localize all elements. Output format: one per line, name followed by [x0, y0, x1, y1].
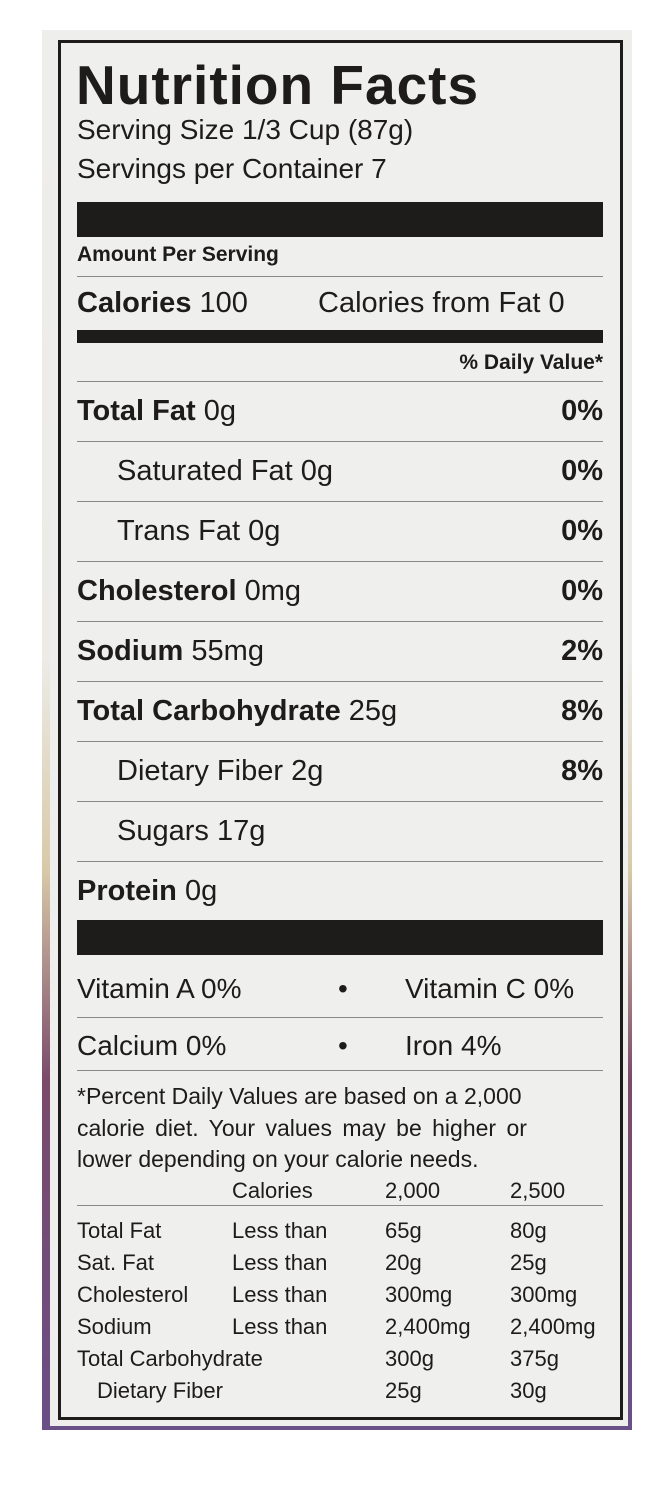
footnote-line: calorie diet. Your values may be higher …	[77, 1115, 527, 1141]
amount-per-serving: Amount Per Serving	[77, 243, 279, 266]
servings-per-container: Servings per Container 7	[77, 153, 387, 184]
divider	[77, 1070, 603, 1071]
divider	[77, 561, 603, 562]
nutrient-amount: 0g	[248, 515, 281, 547]
reference-header-cell: 2,500	[510, 1178, 566, 1203]
medium-divider	[77, 330, 603, 343]
nutrition-facts-panel	[58, 40, 623, 1420]
iron: Iron 4%	[405, 1030, 502, 1061]
nutrient-row: Sodium 55mg	[77, 637, 264, 666]
reference-cell: 20g	[385, 1250, 422, 1275]
serving-size: Serving Size 1/3 Cup (87g)	[77, 114, 414, 145]
calories-row: Calories 100	[77, 289, 248, 318]
reference-cell: 30g	[510, 1378, 547, 1403]
nutrient-name: Total Fat	[77, 395, 196, 427]
reference-cell: 300mg	[510, 1282, 578, 1307]
reference-cell: Dietary Fiber	[97, 1378, 223, 1403]
calories-from-fat: Calories from Fat 0	[318, 287, 565, 319]
reference-header-cell: Calories	[232, 1178, 313, 1203]
nutrient-name: Protein	[77, 875, 177, 907]
nutrient-daily-value: 0%	[561, 455, 603, 487]
divider	[77, 276, 603, 277]
vitamin-a: Vitamin A 0%	[77, 973, 242, 1004]
reference-cell: Less than	[232, 1218, 328, 1243]
nutrient-name: Cholesterol	[77, 575, 237, 607]
nutrient-daily-value: 0%	[561, 575, 603, 607]
nutrient-amount: 25g	[348, 695, 398, 727]
nutrient-name: Saturated Fat	[117, 455, 293, 487]
nutrient-daily-value: 2%	[561, 635, 603, 667]
reference-cell: Total Fat	[77, 1218, 162, 1243]
footnote-line: lower depending on your calorie needs.	[77, 1146, 479, 1172]
calories-value: 100	[199, 287, 248, 319]
divider	[77, 681, 603, 682]
reference-cell: Sodium	[77, 1314, 152, 1339]
reference-cell: 65g	[385, 1218, 422, 1243]
nutrient-row: Protein 0g	[77, 877, 217, 906]
nutrient-amount: 0g	[203, 395, 237, 427]
divider	[77, 741, 603, 742]
nutrient-daily-value: 0%	[561, 395, 603, 427]
reference-cell: 25g	[385, 1378, 422, 1403]
nutrient-daily-value: 0%	[561, 515, 603, 547]
calories-label: Calories	[77, 287, 192, 319]
divider	[77, 441, 603, 442]
nutrient-name: Total Carbohydrate	[77, 695, 341, 727]
reference-cell: Less than	[232, 1250, 328, 1275]
thick-divider	[77, 920, 603, 955]
thick-divider	[77, 202, 603, 237]
reference-cell: 25g	[510, 1250, 547, 1275]
reference-cell: 80g	[510, 1218, 547, 1243]
nutrient-amount: 0g	[300, 455, 334, 487]
daily-value-header: % Daily Value*	[459, 351, 603, 374]
nutrient-row: Total Fat 0g	[77, 397, 236, 426]
nutrient-name: Dietary Fiber	[117, 755, 283, 787]
reference-header-cell: 2,000	[385, 1178, 441, 1203]
nutrient-amount: 55mg	[191, 635, 264, 667]
divider	[77, 381, 603, 382]
nutrient-amount: 17g	[216, 815, 266, 847]
nutrient-row: Trans Fat 0g	[117, 517, 280, 546]
reference-cell: Less than	[232, 1282, 328, 1307]
reference-cell: 2,400mg	[510, 1314, 596, 1339]
label-title: Nutrition Facts	[76, 54, 480, 116]
nutrient-row: Total Carbohydrate 25g	[77, 697, 397, 726]
vitamin-c: Vitamin C 0%	[405, 973, 575, 1004]
reference-cell: Sat. Fat	[77, 1250, 155, 1275]
bullet: •	[338, 973, 348, 1004]
nutrient-name: Sugars	[117, 815, 209, 847]
nutrient-row: Dietary Fiber 2g	[117, 757, 323, 786]
reference-cell: Cholesterol	[77, 1282, 189, 1307]
bullet: •	[338, 1030, 348, 1061]
reference-cell: 2,400mg	[385, 1314, 471, 1339]
divider	[77, 1205, 603, 1206]
nutrient-row: Saturated Fat 0g	[117, 457, 333, 486]
nutrient-amount: 0g	[184, 875, 218, 907]
reference-cell: 375g	[510, 1346, 559, 1371]
reference-cell: Less than	[232, 1314, 328, 1339]
calcium: Calcium 0%	[77, 1030, 227, 1061]
divider	[77, 801, 603, 802]
divider	[77, 621, 603, 622]
nutrient-row: Cholesterol 0mg	[77, 577, 301, 606]
reference-cell: Total Carbohydrate	[77, 1346, 263, 1371]
nutrient-row: Sugars 17g	[117, 817, 265, 846]
nutrient-daily-value: 8%	[561, 755, 603, 787]
divider	[77, 1017, 603, 1018]
nutrient-amount: 2g	[291, 755, 324, 787]
reference-cell: 300mg	[385, 1282, 453, 1307]
reference-cell: 300g	[385, 1346, 434, 1371]
nutrient-daily-value: 8%	[561, 695, 603, 727]
footnote-line: *Percent Daily Values are based on a 2,0…	[77, 1083, 522, 1109]
divider	[77, 501, 603, 502]
divider	[77, 861, 603, 862]
nutrient-name: Trans Fat	[117, 515, 241, 547]
nutrient-name: Sodium	[77, 635, 184, 667]
nutrient-amount: 0mg	[244, 575, 302, 607]
